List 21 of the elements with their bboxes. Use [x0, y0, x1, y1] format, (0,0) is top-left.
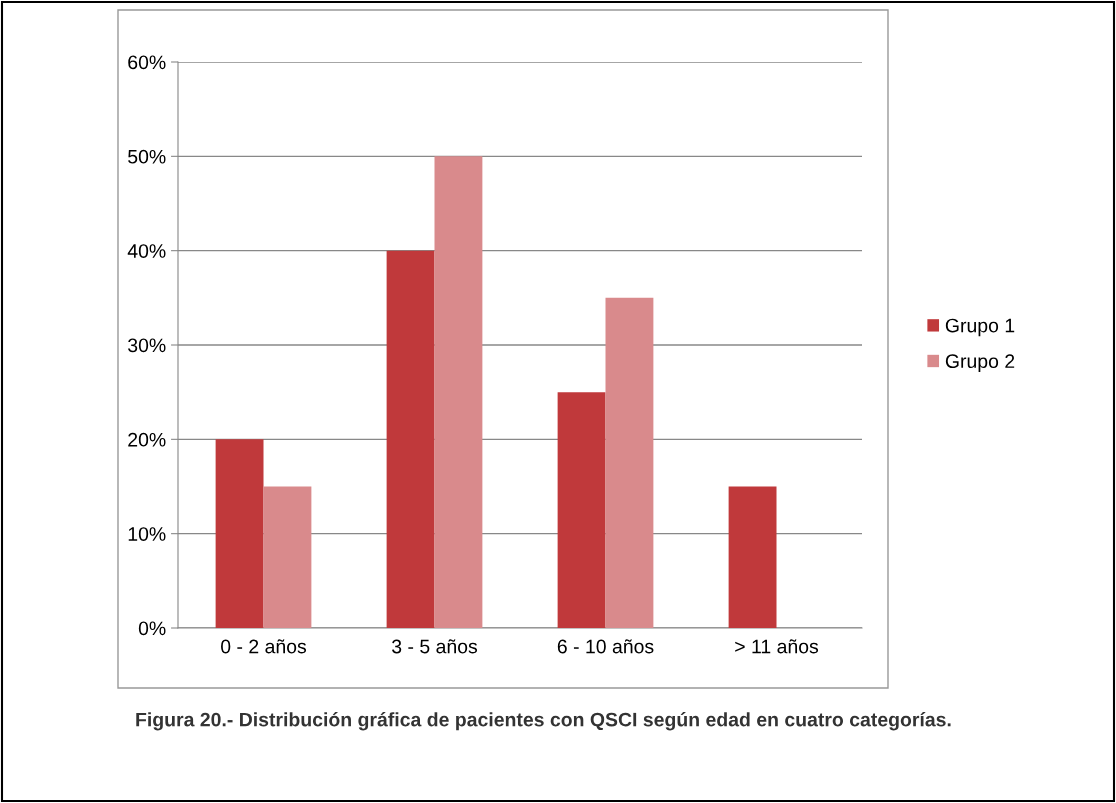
y-tick-label: 10% [128, 527, 166, 541]
y-tick-label: 50% [128, 149, 166, 164]
y-tick-label: 20% [128, 432, 166, 447]
bar [386, 250, 435, 628]
y-tick-label: 60% [128, 55, 166, 70]
bar [557, 392, 606, 628]
bar [605, 297, 654, 628]
bar [263, 486, 312, 628]
text: Figura 20.- Distribución gráfica de pacientes con QSCI según edad en cuatro categorías. [136, 712, 951, 731]
bar [215, 439, 264, 628]
legend-label: Grupo 2 [945, 354, 1015, 372]
y-tick-label: 0% [138, 621, 166, 636]
legend-label: Grupo 1 [945, 318, 1015, 337]
x-tick-label: 6 - 10 años [557, 639, 654, 654]
bar [728, 486, 777, 628]
x-tick-label: 3 - 5 años [392, 639, 478, 654]
bar [434, 156, 483, 628]
x-tick-label: > 11 años [735, 639, 819, 654]
y-tick-label: 30% [128, 338, 166, 353]
x-tick-label: 0 - 2 años [221, 639, 307, 654]
y-tick-label: 40% [127, 244, 166, 258]
